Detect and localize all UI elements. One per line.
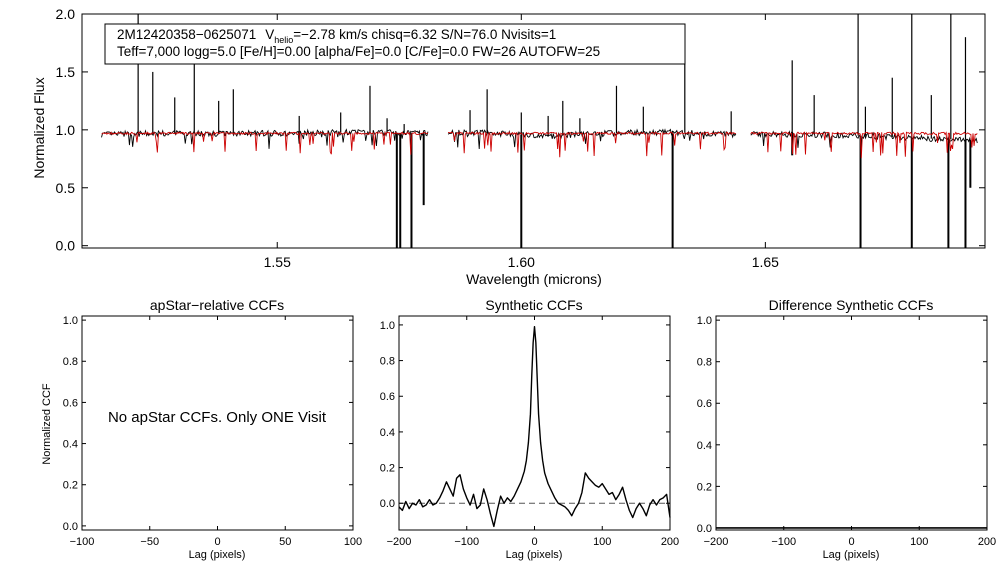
spectrum-y-tick-label: 1.0 <box>56 122 76 138</box>
difference-ccf-x-tick-label: 100 <box>910 536 928 548</box>
difference-ccf-y-tick-label: 0.0 <box>697 523 712 535</box>
apstar-ccf-y-tick-label: 0.8 <box>63 356 78 368</box>
synthetic-ccf-x-tick-label: 0 <box>531 536 537 548</box>
difference-ccf-y-tick-label: 0.4 <box>697 440 712 452</box>
difference-ccf-panel: −200 −100 0 100 200 0.0 0.2 0.4 0.6 0.8 1.0 Differ… <box>697 297 996 561</box>
synthetic-ccf-y-tick-label: 0.2 <box>380 463 395 475</box>
info-line-1: 2M12420358−0625071 Vhelio=−2.78 km/s chis… <box>117 27 556 45</box>
apstar-ccf-y-tick-label: 0.4 <box>63 439 78 451</box>
difference-ccf-y-tick-label: 0.6 <box>697 398 712 410</box>
apstar-ccf-y-tick-label: 1.0 <box>63 315 78 327</box>
spectrum-x-tick-label: 1.60 <box>508 254 535 270</box>
synthetic-ccf-y-tick-label: 0.6 <box>380 391 395 403</box>
apstar-ccf-x-tick-label: 50 <box>279 536 291 548</box>
synthetic-ccf-x-label: Lag (pixels) <box>506 549 563 561</box>
synthetic-ccf-y-tick-label: 0.0 <box>380 498 395 510</box>
spectrum-y-tick-label: 2.0 <box>56 6 76 22</box>
apstar-ccf-axes: −100 −50 0 50 100 0.0 0.2 0.4 0.6 0.8 1.0 <box>63 315 362 548</box>
spectrum-y-tick-label: 0.5 <box>56 180 76 196</box>
synthetic-ccf-x-tick-label: 100 <box>593 536 611 548</box>
model-spectrum-segment <box>101 131 429 155</box>
spectrum-x-tick-label: 1.55 <box>264 254 291 270</box>
difference-ccf-x-tick-label: −200 <box>704 536 729 548</box>
apstar-ccf-y-label: Normalized CCF <box>41 383 53 465</box>
apstar-ccf-x-label: Lag (pixels) <box>189 549 246 561</box>
spectrum-x-tick-label: 1.65 <box>752 254 779 270</box>
spectrum-x-label: Wavelength (microns) <box>466 271 602 287</box>
apstar-ccf-y-tick-label: 0.2 <box>63 480 78 492</box>
apstar-ccf-y-tick-label: 0.6 <box>63 397 78 409</box>
difference-ccf-x-tick-label: 0 <box>848 536 854 548</box>
model-spectrum-segment <box>448 131 736 158</box>
model-spectrum-segment <box>750 131 978 159</box>
difference-ccf-x-tick-label: 200 <box>978 536 996 548</box>
synthetic-ccf-title: Synthetic CCFs <box>485 297 582 313</box>
spectrum-frame <box>81 13 986 249</box>
synthetic-ccf-y-tick-label: 0.4 <box>380 427 395 439</box>
spectrum-y-label: Normalized Flux <box>31 77 47 178</box>
spectrum-y-tick-label: 1.5 <box>56 64 76 80</box>
no-ccf-message: No apStar CCFs. Only ONE Visit <box>108 409 327 426</box>
synthetic-ccf-axes: −200 −100 0 100 200 0.0 0.2 0.4 0.6 0.8 1.0 <box>380 315 679 548</box>
synthetic-ccf-x-tick-label: 200 <box>661 536 679 548</box>
info-box <box>104 23 686 65</box>
difference-ccf-x-label: Lag (pixels) <box>823 549 880 561</box>
synthetic-ccf-curve <box>398 326 671 528</box>
observed-spectrum-segment <box>101 128 429 149</box>
synthetic-ccf-y-tick-label: 1.0 <box>380 320 395 332</box>
difference-ccf-title: Difference Synthetic CCFs <box>769 297 934 313</box>
observed-spectrum-segment <box>750 130 978 148</box>
info-line-2: Teff=7,000 logg=5.0 [Fe/H]=0.00 [alpha/F… <box>117 44 600 59</box>
spectrum-axes: 1.55 1.60 1.65 0.0 0.5 1.0 1.5 2.0 <box>56 6 986 270</box>
synthetic-ccf-line <box>398 326 671 528</box>
spectrum-y-tick-label: 0.0 <box>56 238 76 254</box>
synthetic-ccf-x-tick-label: −200 <box>387 536 412 548</box>
synthetic-ccf-y-tick-label: 0.8 <box>380 356 395 368</box>
difference-ccf-frame <box>715 315 988 531</box>
synthetic-ccf-x-tick-label: −100 <box>454 536 479 548</box>
spectrum-panel: 1.55 1.60 1.65 0.0 0.5 1.0 1.5 2.0 2M12420358−0… <box>31 6 986 287</box>
synthetic-ccf-panel: −200 −100 0 100 200 0.0 0.2 0.4 0.6 0.8 1.0 Synthe… <box>380 297 679 561</box>
difference-ccf-x-tick-label: −100 <box>771 536 796 548</box>
apstar-ccf-title: apStar−relative CCFs <box>150 297 284 313</box>
difference-ccf-y-tick-label: 0.2 <box>697 481 712 493</box>
apstar-ccf-y-tick-label: 0.0 <box>63 521 78 533</box>
difference-ccf-y-tick-label: 0.8 <box>697 357 712 369</box>
difference-ccf-axes: −200 −100 0 100 200 0.0 0.2 0.4 0.6 0.8 1.0 <box>697 315 996 548</box>
apstar-ccf-x-tick-label: −100 <box>70 536 95 548</box>
apstar-ccf-x-tick-label: −50 <box>140 536 159 548</box>
difference-ccf-y-tick-label: 1.0 <box>697 315 712 327</box>
model-spectrum <box>101 131 978 159</box>
apstar-ccf-x-tick-label: 100 <box>344 536 362 548</box>
apstar-ccf-x-tick-label: 0 <box>214 536 220 548</box>
apstar-ccf-panel: −100 −50 0 50 100 0.0 0.2 0.4 0.6 0.8 1.0 apStar−r… <box>41 297 362 561</box>
